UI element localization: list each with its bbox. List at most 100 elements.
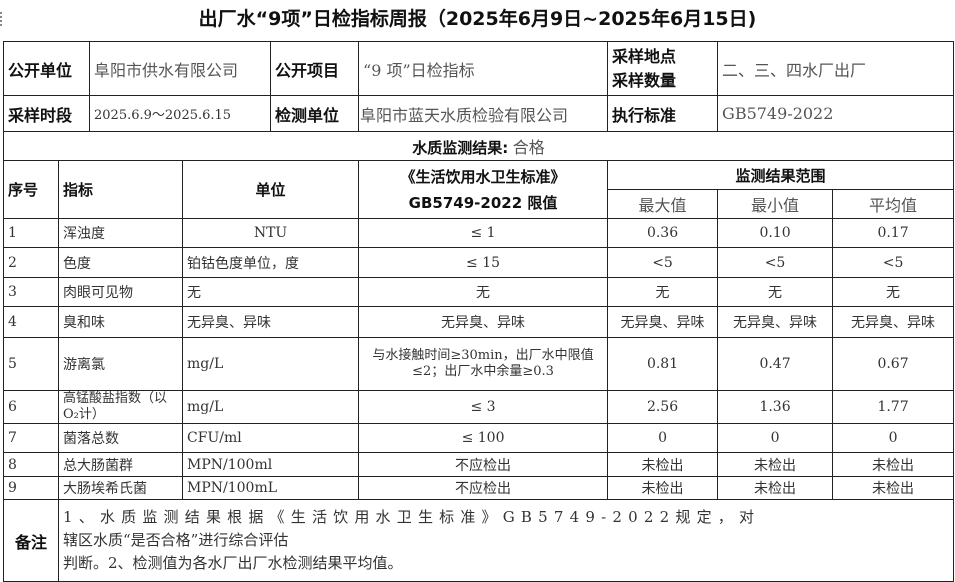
report-table: 公开单位 阜阳市供水有限公司 公开项目 “9 项”日检指标 采样地点 采样数量 二… (2, 41, 955, 582)
row-item: 游离氯 (57, 337, 184, 391)
row-no: 7 (3, 423, 59, 453)
project-value: “9 项”日检指标 (358, 41, 609, 96)
row-unit: mg/L (182, 337, 360, 391)
table-row: 6 高锰酸盐指数（以O₂计） mg/L ≤ 3 2.56 1.36 1.77 (3, 390, 955, 424)
row-max: 未检出 (607, 452, 719, 477)
row-avg: 未检出 (832, 476, 955, 500)
row-unit: mg/L (182, 390, 360, 424)
publisher-label: 公开单位 (2, 41, 91, 96)
row-max: 无 (607, 277, 719, 307)
row-max: 0 (607, 423, 719, 453)
row-min: 无异臭、异味 (717, 306, 834, 338)
row-no: 4 (3, 306, 59, 338)
table-row: 7 菌落总数 CFU/ml ≤ 100 0 0 0 (3, 423, 955, 453)
table-row: 4 臭和味 无异臭、异味 无异臭、异味 无异臭、异味 无异臭、异味 无异臭、异味 (3, 306, 955, 338)
notes-line-2: 辖区水质“是否合格”进行综合评估 (63, 531, 289, 549)
table-row: 9 大肠埃希氏菌 MPN/100mL 不应检出 未检出 未检出 未检出 (3, 476, 955, 500)
lab-value: 阜阳市蓝天水质检验有限公司 (358, 95, 609, 132)
header-limit-1: 《生活饮用水卫生标准》 (400, 167, 566, 186)
row-item: 色度 (57, 247, 184, 278)
table-row: 8 总大肠菌群 MPN/100ml 不应检出 未检出 未检出 未检出 (3, 452, 955, 477)
row-item: 菌落总数 (57, 423, 184, 453)
notes-text: 1、水质监测结果根据《生活饮用水卫生标准》GB5749-2022规定，对 辖区水质… (57, 499, 955, 582)
row-item: 臭和味 (57, 306, 184, 338)
row-min: <5 (717, 247, 834, 278)
row-limit: 无 (358, 277, 609, 307)
row-avg: <5 (832, 247, 955, 278)
row-avg: 无异臭、异味 (832, 306, 955, 338)
row-unit: CFU/ml (182, 423, 360, 453)
row-limit: 不应检出 (358, 452, 609, 477)
row-min: 0.10 (717, 218, 834, 248)
row-unit: 铂钴色度单位，度 (182, 247, 360, 278)
row-item: 肉眼可见物 (57, 277, 184, 307)
drag-handle (0, 12, 3, 26)
row-item: 大肠埃希氏菌 (57, 476, 184, 500)
row-min: 无 (717, 277, 834, 307)
table-row: 3 肉眼可见物无无无无无 (3, 277, 955, 307)
row-unit: NTU (182, 218, 360, 248)
row-max: 无异臭、异味 (607, 306, 719, 338)
header-range: 监测结果范围 (607, 160, 955, 190)
row-avg: 0.67 (832, 337, 955, 391)
row-unit: MPN/100ml (182, 452, 360, 477)
result-value: 合格 (512, 138, 545, 157)
row-max: 2.56 (607, 390, 719, 424)
row-avg: 0 (832, 423, 955, 453)
project-label: 公开项目 (270, 41, 360, 96)
row-item: 高锰酸盐指数（以O₂计） (57, 390, 184, 424)
row-no: 8 (3, 452, 59, 477)
notes-line-3: 判断。2、检测值为各水厂出厂水检测结果平均值。 (63, 554, 403, 572)
water-quality-result: 水质监测结果: 合格 (2, 131, 955, 161)
row-no: 6 (3, 390, 59, 424)
notes-label: 备注 (3, 499, 59, 582)
row-no: 5 (3, 337, 59, 391)
site-label-2: 采样数量 (612, 70, 677, 90)
row-limit: ≤ 15 (358, 247, 609, 278)
row-unit: 无 (182, 277, 360, 307)
row-avg: 0.17 (832, 218, 955, 248)
row-limit: 无异臭、异味 (358, 306, 609, 338)
row-avg: 1.77 (832, 390, 955, 424)
lab-label: 检测单位 (270, 95, 360, 132)
row-no: 1 (3, 218, 59, 248)
header-min: 最小值 (717, 189, 834, 219)
header-item: 指标 (57, 160, 184, 219)
table-row: 2 色度 铂钴色度单位，度 ≤ 15 <5 <5 <5 (3, 247, 955, 278)
header-no: 序号 (3, 160, 59, 219)
row-max: 未检出 (607, 476, 719, 500)
row-max: <5 (607, 247, 719, 278)
notes-line-1: 1、水质监测结果根据《生活饮用水卫生标准》GB5749-2022规定，对 (63, 508, 761, 526)
row-no: 9 (3, 476, 59, 500)
row-no: 2 (3, 247, 59, 278)
row-min: 0 (717, 423, 834, 453)
standard-value: GB5749-2022 (717, 95, 955, 132)
header-max: 最大值 (607, 189, 719, 219)
row-unit: MPN/100mL (182, 476, 360, 500)
site-label: 采样地点 采样数量 (607, 41, 719, 96)
header-avg: 平均值 (832, 189, 955, 219)
row-limit: ≤ 3 (358, 390, 609, 424)
row-unit: 无异臭、异味 (182, 306, 360, 338)
table-row: 1 浑浊度 NTU ≤ 1 0.36 0.10 0.17 (3, 218, 955, 248)
row-max: 0.81 (607, 337, 719, 391)
row-limit: 与水接触时间≥30min，出厂水中限值≤2；出厂水中余量≥0.3 (358, 337, 609, 391)
row-min: 0.47 (717, 337, 834, 391)
site-value: 二、三、四水厂出厂 (717, 41, 955, 96)
table-row: 5 游离氯 mg/L 与水接触时间≥30min，出厂水中限值≤2；出厂水中余量≥0.3… (3, 337, 955, 391)
period-label: 采样时段 (2, 95, 91, 132)
row-min: 未检出 (717, 476, 834, 500)
row-limit: ≤ 1 (358, 218, 609, 248)
row-no: 3 (3, 277, 59, 307)
row-item: 总大肠菌群 (57, 452, 184, 477)
result-label: 水质监测结果: (412, 139, 509, 157)
row-min: 1.36 (717, 390, 834, 424)
row-item: 浑浊度 (57, 218, 184, 248)
site-label-1: 采样地点 (612, 46, 677, 66)
row-limit: ≤ 100 (358, 423, 609, 453)
period-value: 2025.6.9～2025.6.15 (89, 95, 272, 132)
header-limit-2: GB5749-2022 限值 (408, 193, 558, 212)
header-limit: 《生活饮用水卫生标准》 GB5749-2022 限值 (358, 160, 609, 219)
header-unit: 单位 (182, 160, 360, 219)
standard-label: 执行标准 (607, 95, 719, 132)
